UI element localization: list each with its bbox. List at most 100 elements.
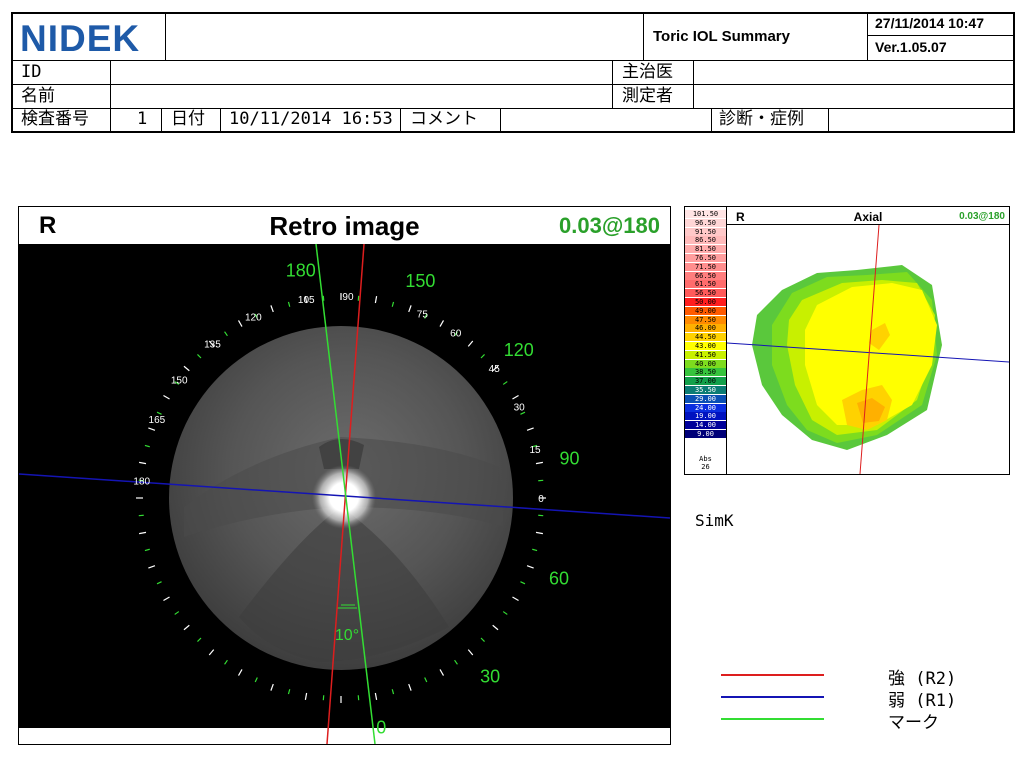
color-scale: 101.50 96.50 91.50 86.50 81.50 76.50 71.50 66.5… — [685, 207, 727, 474]
row-divider — [867, 35, 1013, 36]
axial-eye-label: R — [736, 210, 745, 224]
legend-strong-label: 強 (R2) — [888, 669, 957, 689]
degree-tick — [535, 531, 543, 535]
simk-label: SimK — [695, 511, 734, 530]
degree-tick — [148, 565, 156, 569]
degree-tick — [454, 659, 458, 665]
green-angle-label: 90 — [559, 449, 579, 469]
retro-astig-value: 0.03@180 — [559, 213, 660, 238]
scale-step: 38.50 — [685, 368, 726, 377]
col-divider — [110, 108, 111, 131]
degree-tick — [535, 461, 543, 465]
white-angle-label: 60 — [450, 329, 462, 340]
degree-tick — [144, 444, 150, 448]
white-angle-label: 45 — [489, 364, 501, 375]
degree-tick — [502, 381, 508, 385]
legend-strong-swatch — [721, 674, 824, 676]
col-divider — [165, 14, 166, 60]
green-angle-label: 150 — [405, 271, 435, 291]
white-angle-label: 165 — [149, 415, 166, 426]
degree-tick — [287, 301, 291, 307]
legend-weak-label: 弱 (R1) — [888, 691, 957, 711]
scale-step: 56.50 — [685, 289, 726, 298]
degree-tick — [174, 381, 180, 385]
software-version: Ver.1.05.07 — [875, 39, 947, 55]
col-divider — [400, 108, 401, 131]
degree-tick — [139, 461, 147, 465]
degree-tick — [439, 320, 445, 327]
white-angle-label: 75 — [417, 309, 429, 320]
degree-tick — [148, 427, 156, 431]
degree-tick — [391, 301, 395, 307]
scale-step: 47.50 — [685, 315, 726, 324]
scale-step: 43.00 — [685, 342, 726, 350]
retro-image-title: Retro image — [269, 211, 420, 241]
degree-tick — [224, 331, 228, 337]
degree-tick — [408, 683, 412, 691]
scale-step: 49.00 — [685, 306, 726, 315]
scale-step: 14.00 — [685, 421, 726, 430]
col-divider — [161, 108, 162, 131]
scale-step: 96.50 — [685, 218, 726, 227]
degree-tick — [520, 581, 526, 585]
white-angle-label: 180 — [133, 476, 150, 487]
degree-tick — [287, 689, 291, 695]
row-divider — [13, 108, 1013, 109]
white-angle-label: 135 — [204, 339, 221, 350]
degree-tick — [139, 531, 147, 535]
row-divider — [13, 60, 1013, 61]
doctor-label: 主治医 — [622, 62, 673, 82]
degree-tick — [526, 565, 534, 569]
green-angle-label: 60 — [549, 568, 569, 588]
scale-step: 9.00 — [685, 430, 726, 438]
degree-tick — [424, 677, 428, 683]
degree-tick — [163, 596, 170, 602]
scale-step: 101.50 — [685, 210, 726, 218]
legend-weak-swatch — [721, 696, 824, 698]
report-header: NIDEK Toric IOL Summary 27/11/2014 10:47… — [11, 12, 1015, 133]
degree-tick — [197, 637, 202, 642]
scale-step: 35.50 — [685, 386, 726, 394]
scale-step: 40.00 — [685, 359, 726, 368]
scale-step: 41.50 — [685, 350, 726, 359]
white-angle-label: 90 — [342, 292, 354, 303]
degree-tick — [270, 683, 274, 691]
lens-shadow — [239, 507, 449, 662]
degree-tick — [424, 313, 428, 319]
green-angle-label: 30 — [480, 667, 500, 687]
degree-ticks — [136, 293, 546, 703]
axial-weak-meridian — [727, 342, 1009, 363]
degree-tick — [174, 611, 180, 615]
axial-map-panel: 101.50 96.50 91.50 86.50 81.50 76.50 71.50 66.5… — [684, 206, 1010, 475]
mark-angle-label: 10° — [335, 627, 359, 644]
degree-tick — [374, 692, 378, 700]
degree-tick — [208, 340, 215, 347]
degree-tick — [144, 548, 150, 552]
col-divider — [643, 14, 644, 60]
axial-title: Axial — [853, 210, 883, 224]
date-value: 10/11/2014 16:53 — [229, 109, 393, 129]
degree-tick — [532, 444, 538, 448]
degree-tick — [237, 669, 243, 676]
col-divider — [110, 60, 111, 108]
scale-footer-step: 26 — [701, 463, 710, 471]
degree-tick — [374, 296, 378, 304]
axial-title-divider — [727, 224, 1009, 225]
comment-label: コメント — [410, 109, 478, 129]
degree-tick — [520, 411, 526, 415]
report-datetime: 27/11/2014 10:47 — [875, 15, 984, 31]
scale-step: 61.50 — [685, 280, 726, 289]
col-divider — [711, 108, 712, 131]
retro-image-panel: 180 150 120 90 60 30 0 90 75 60 45 30 15 0 105 120 135 15… — [18, 206, 671, 745]
white-angle-label: 120 — [245, 312, 262, 323]
degree-tick — [480, 637, 485, 642]
scale-footer-label: Abs — [699, 455, 712, 463]
degree-tick — [439, 669, 445, 676]
nidek-logo: NIDEK — [20, 18, 141, 59]
degree-tick — [183, 624, 190, 631]
degree-tick — [237, 320, 243, 327]
white-angle-label: 30 — [514, 402, 526, 413]
row-divider — [13, 84, 1013, 85]
scale-step: 86.50 — [685, 236, 726, 245]
white-angle-label: 105 — [298, 295, 315, 306]
